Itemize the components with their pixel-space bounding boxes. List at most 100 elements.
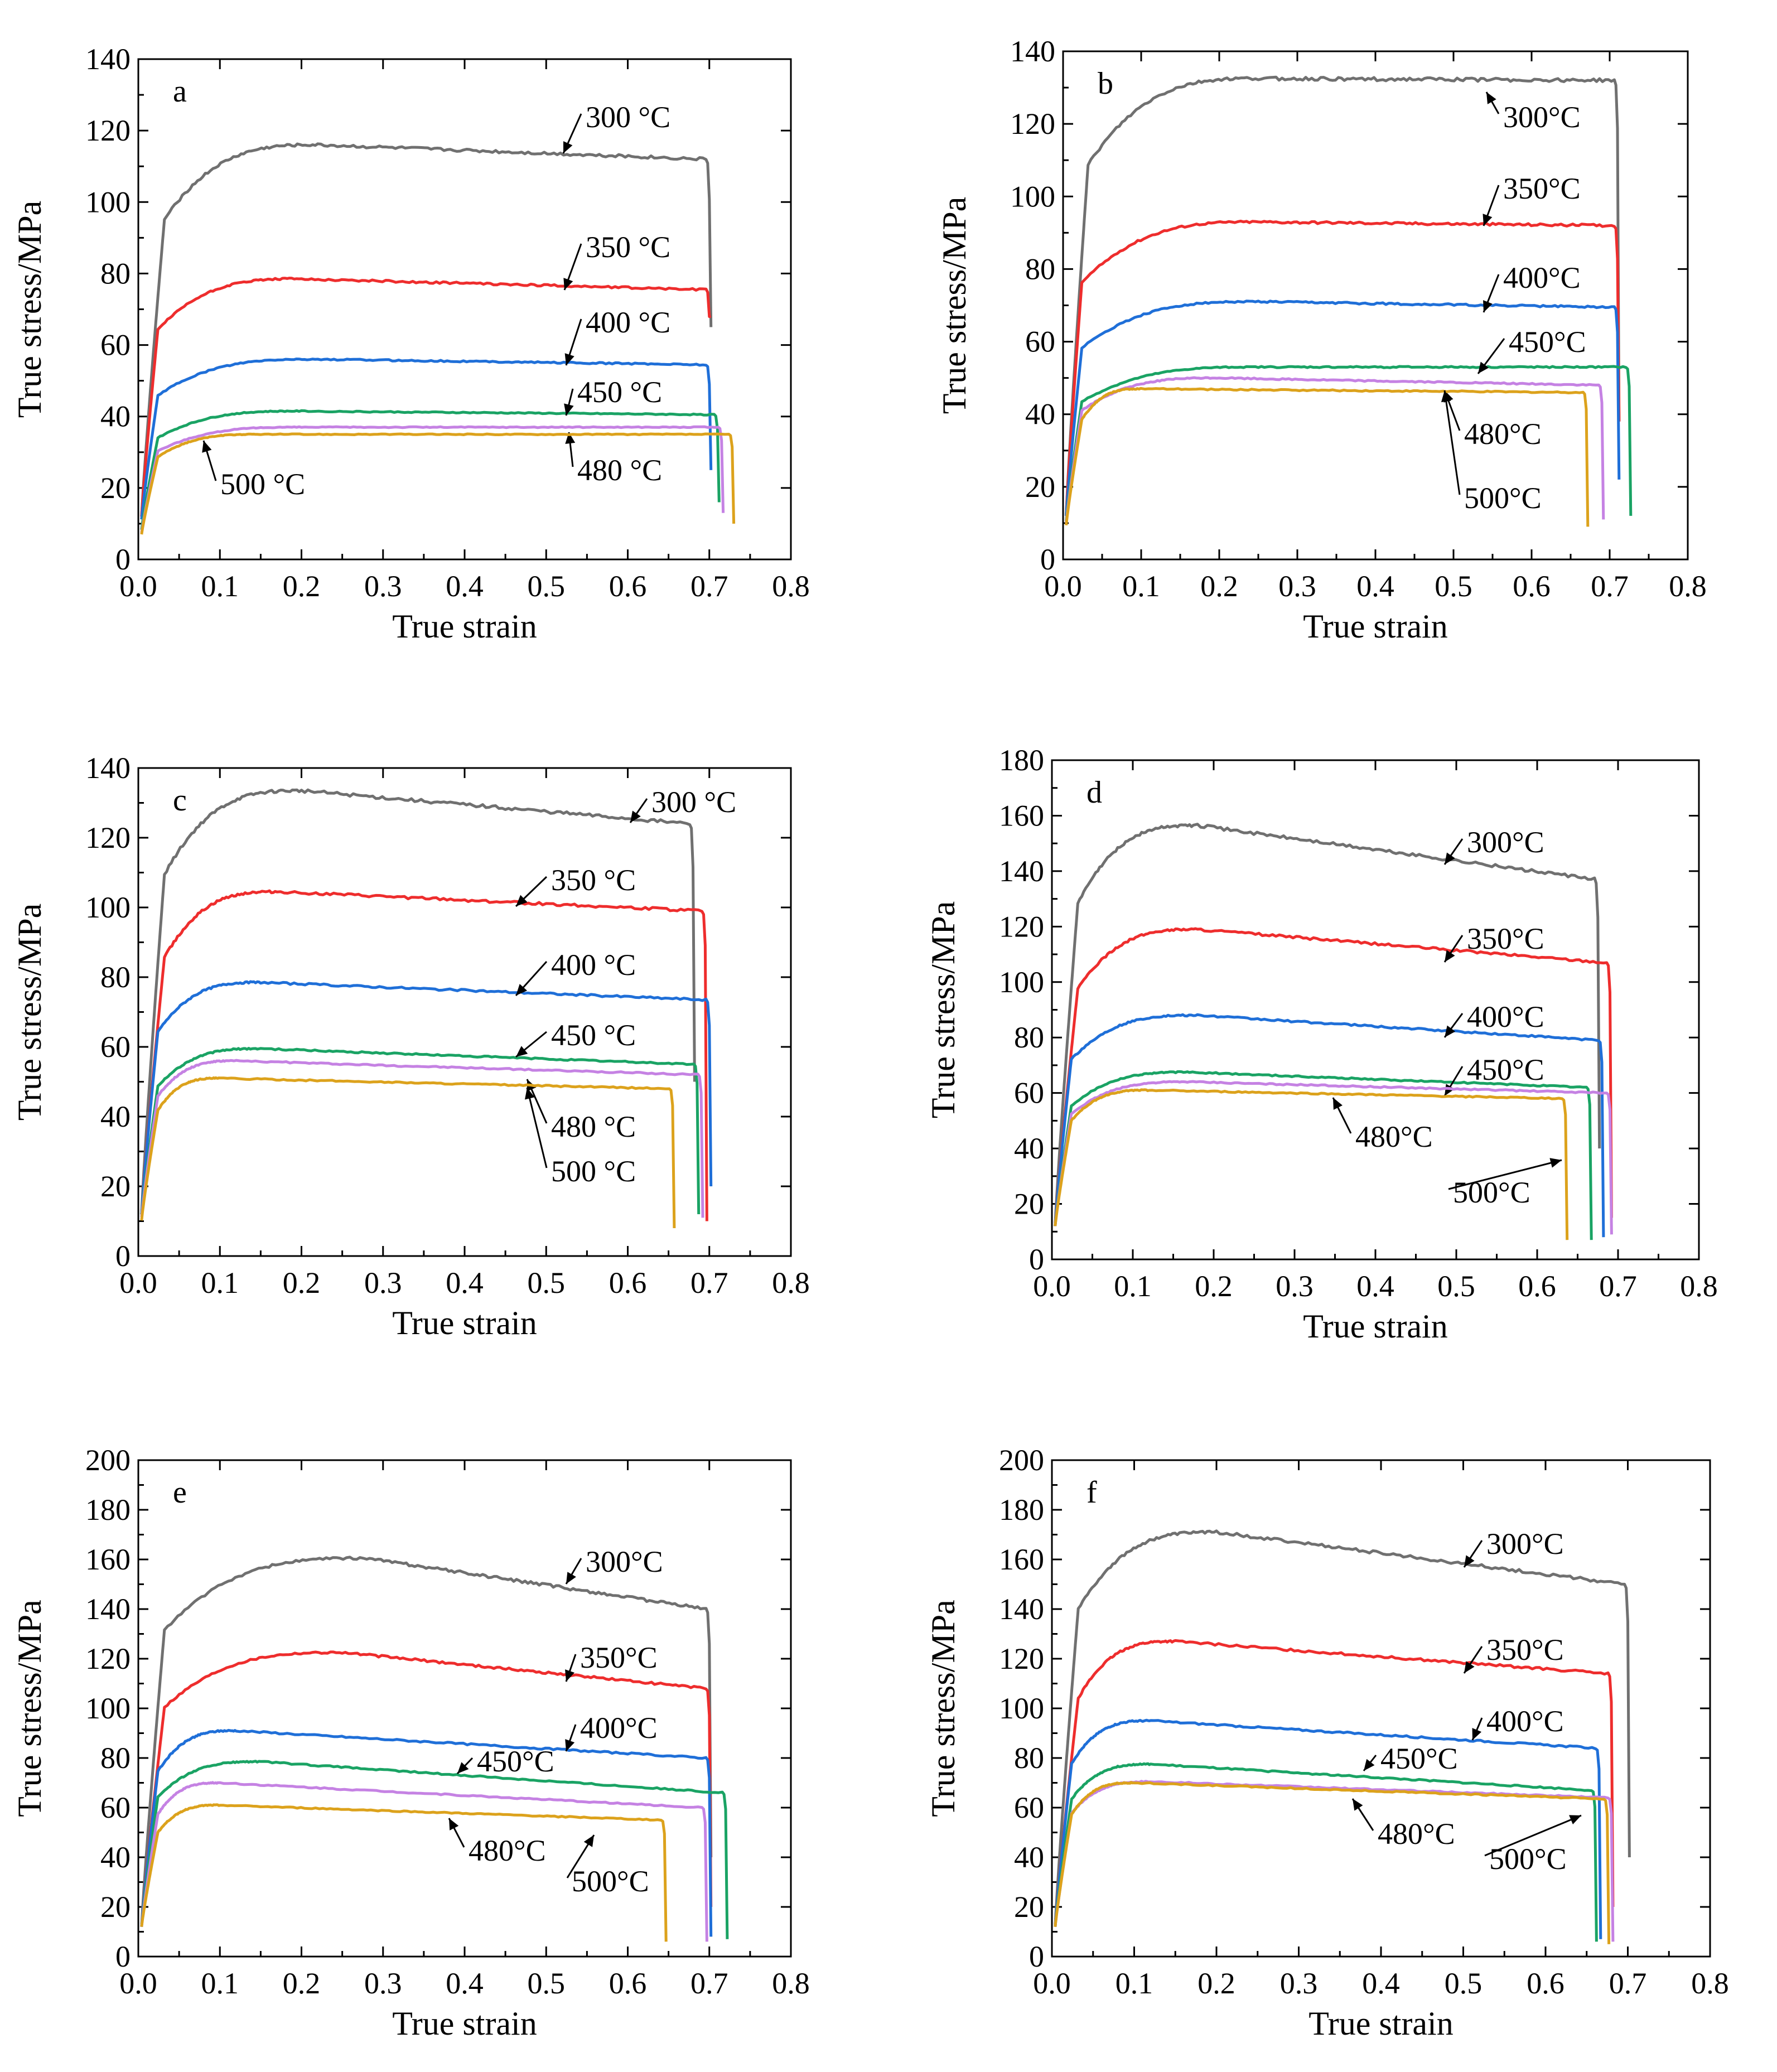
annotation-arrowhead <box>564 403 574 416</box>
x-axis-title: True strain <box>1303 1308 1447 1345</box>
y-tick-label: 160 <box>85 1543 131 1576</box>
x-tick-label: 0.2 <box>1200 569 1238 603</box>
y-tick-label: 0 <box>1029 1243 1044 1276</box>
y-tick-label: 180 <box>85 1493 131 1527</box>
annotation-arrowhead <box>449 1818 459 1830</box>
annotation-arrowhead <box>524 1088 535 1100</box>
annotation-arrowhead <box>516 984 528 996</box>
series-line-450 <box>140 409 721 530</box>
series-label-300: 300°C <box>1503 100 1581 134</box>
annotation-arrow <box>1448 1159 1562 1190</box>
x-tick-label: 0.6 <box>609 569 647 603</box>
series-label-350: 350°C <box>1503 172 1581 205</box>
y-tick-label: 60 <box>1014 1791 1044 1824</box>
y-tick-label: 0 <box>115 1940 131 1973</box>
series-label-480: 480°C <box>1355 1120 1433 1153</box>
x-tick-label: 0.3 <box>364 1266 402 1300</box>
series-line-350 <box>140 277 711 517</box>
x-tick-label: 0.8 <box>772 1967 810 2000</box>
panel-letter: e <box>173 1475 187 1510</box>
x-tick-label: 0.2 <box>283 1967 321 2000</box>
panel-letter: b <box>1098 66 1113 101</box>
series-label-350: 350 °C <box>586 230 670 264</box>
x-tick-label: 0.5 <box>528 1967 566 2000</box>
series-line-400 <box>140 1728 713 1937</box>
series-label-400: 400°C <box>1486 1704 1564 1738</box>
series-line-450 <box>1054 1762 1598 1942</box>
x-tick-label: 0.2 <box>1195 1269 1233 1303</box>
annotation-arrow <box>1484 1814 1582 1857</box>
series-label-450: 450°C <box>477 1745 554 1778</box>
x-tick-label: 0.8 <box>1691 1967 1729 2000</box>
x-tick-label: 0.3 <box>364 569 402 603</box>
series-line-300 <box>140 788 696 1215</box>
series-label-300: 300 °C <box>651 785 736 819</box>
annotation-arrowhead <box>563 141 573 153</box>
x-tick-label: 0.7 <box>1591 569 1629 603</box>
x-tick-label: 0.7 <box>690 1967 728 2000</box>
series-line-400 <box>1065 300 1621 516</box>
series-label-450: 450°C <box>1509 325 1586 359</box>
x-tick-label: 0.3 <box>1280 1967 1318 2000</box>
x-tick-label: 0.3 <box>1276 1269 1314 1303</box>
series-label-450: 450°C <box>1467 1053 1544 1086</box>
series-line-480 <box>140 1781 708 1942</box>
annotation-arrowhead <box>1464 1661 1475 1673</box>
x-tick-label: 0.5 <box>1437 1269 1475 1303</box>
y-tick-label: 0 <box>115 1239 131 1273</box>
y-axis-title: True stress/MPa <box>925 1600 962 1817</box>
annotation-arrow <box>1443 390 1461 495</box>
annotation-arrowhead <box>1333 1098 1343 1110</box>
y-tick-label: 140 <box>85 42 131 76</box>
y-axis-title: True stress/MPa <box>936 197 973 414</box>
series-label-350: 350°C <box>580 1641 658 1674</box>
annotation-arrowhead <box>1445 950 1455 962</box>
series-label-500: 500 °C <box>551 1155 636 1188</box>
y-tick-label: 140 <box>999 1592 1044 1626</box>
x-tick-label: 0.4 <box>446 1967 484 2000</box>
annotation-arrowhead <box>1483 214 1493 226</box>
chart-panel-f: 0.0 0.1 0.2 0.3 0.4 0.5 0.6 0.7 0.8 0 20 40 60 80 100 1… <box>925 1443 1729 2042</box>
y-tick-label: 20 <box>100 1170 131 1203</box>
y-axis-title: True stress/MPa <box>11 904 48 1121</box>
series-line-480 <box>1065 376 1605 524</box>
chart-panel-e: 0.0 0.1 0.2 0.3 0.4 0.5 0.6 0.7 0.8 0 20 40 60 80 100 1… <box>11 1443 810 2042</box>
series-line-350 <box>140 1650 713 1927</box>
x-tick-label: 0.6 <box>609 1266 647 1300</box>
y-tick-label: 160 <box>999 799 1044 832</box>
y-tick-label: 40 <box>1025 398 1055 431</box>
annotation-arrowhead <box>583 1835 594 1847</box>
series-line-350 <box>1065 219 1621 516</box>
annotation-arrowhead <box>1441 390 1451 403</box>
annotation-arrowhead <box>1364 1759 1375 1771</box>
y-tick-label: 120 <box>999 910 1044 943</box>
x-axis-title: True strain <box>392 1305 537 1341</box>
annotation-arrowhead <box>202 441 212 453</box>
annotation-arrowhead <box>565 1669 575 1682</box>
series-label-450: 450°C <box>1380 1742 1458 1775</box>
series-label-500: 500°C <box>1489 1842 1567 1876</box>
panel-letter: f <box>1087 1475 1097 1510</box>
y-tick-label: 0 <box>115 543 131 576</box>
x-tick-label: 0.1 <box>1122 569 1160 603</box>
series-label-480: 480 °C <box>551 1110 636 1143</box>
series-line-350 <box>1054 1639 1615 1927</box>
series-line-350 <box>1054 927 1613 1226</box>
y-tick-label: 80 <box>1014 1741 1044 1775</box>
x-tick-label: 0.0 <box>119 1967 157 2000</box>
series-label-480: 480°C <box>1378 1817 1455 1851</box>
annotation-arrowhead <box>516 1046 528 1057</box>
y-axis-title: True stress/MPa <box>11 201 48 418</box>
series-label-400: 400°C <box>1503 261 1581 294</box>
annotation-arrowhead <box>1445 852 1455 864</box>
series-line-300 <box>140 1556 713 1927</box>
annotation-arrowhead <box>565 1739 575 1751</box>
series-label-300: 300°C <box>586 1545 663 1578</box>
series-line-500 <box>1054 1088 1569 1240</box>
y-tick-label: 80 <box>100 960 131 994</box>
x-tick-label: 0.2 <box>283 569 321 603</box>
y-tick-label: 120 <box>85 821 131 854</box>
y-tick-label: 60 <box>100 1791 131 1824</box>
series-line-500 <box>140 1803 668 1942</box>
